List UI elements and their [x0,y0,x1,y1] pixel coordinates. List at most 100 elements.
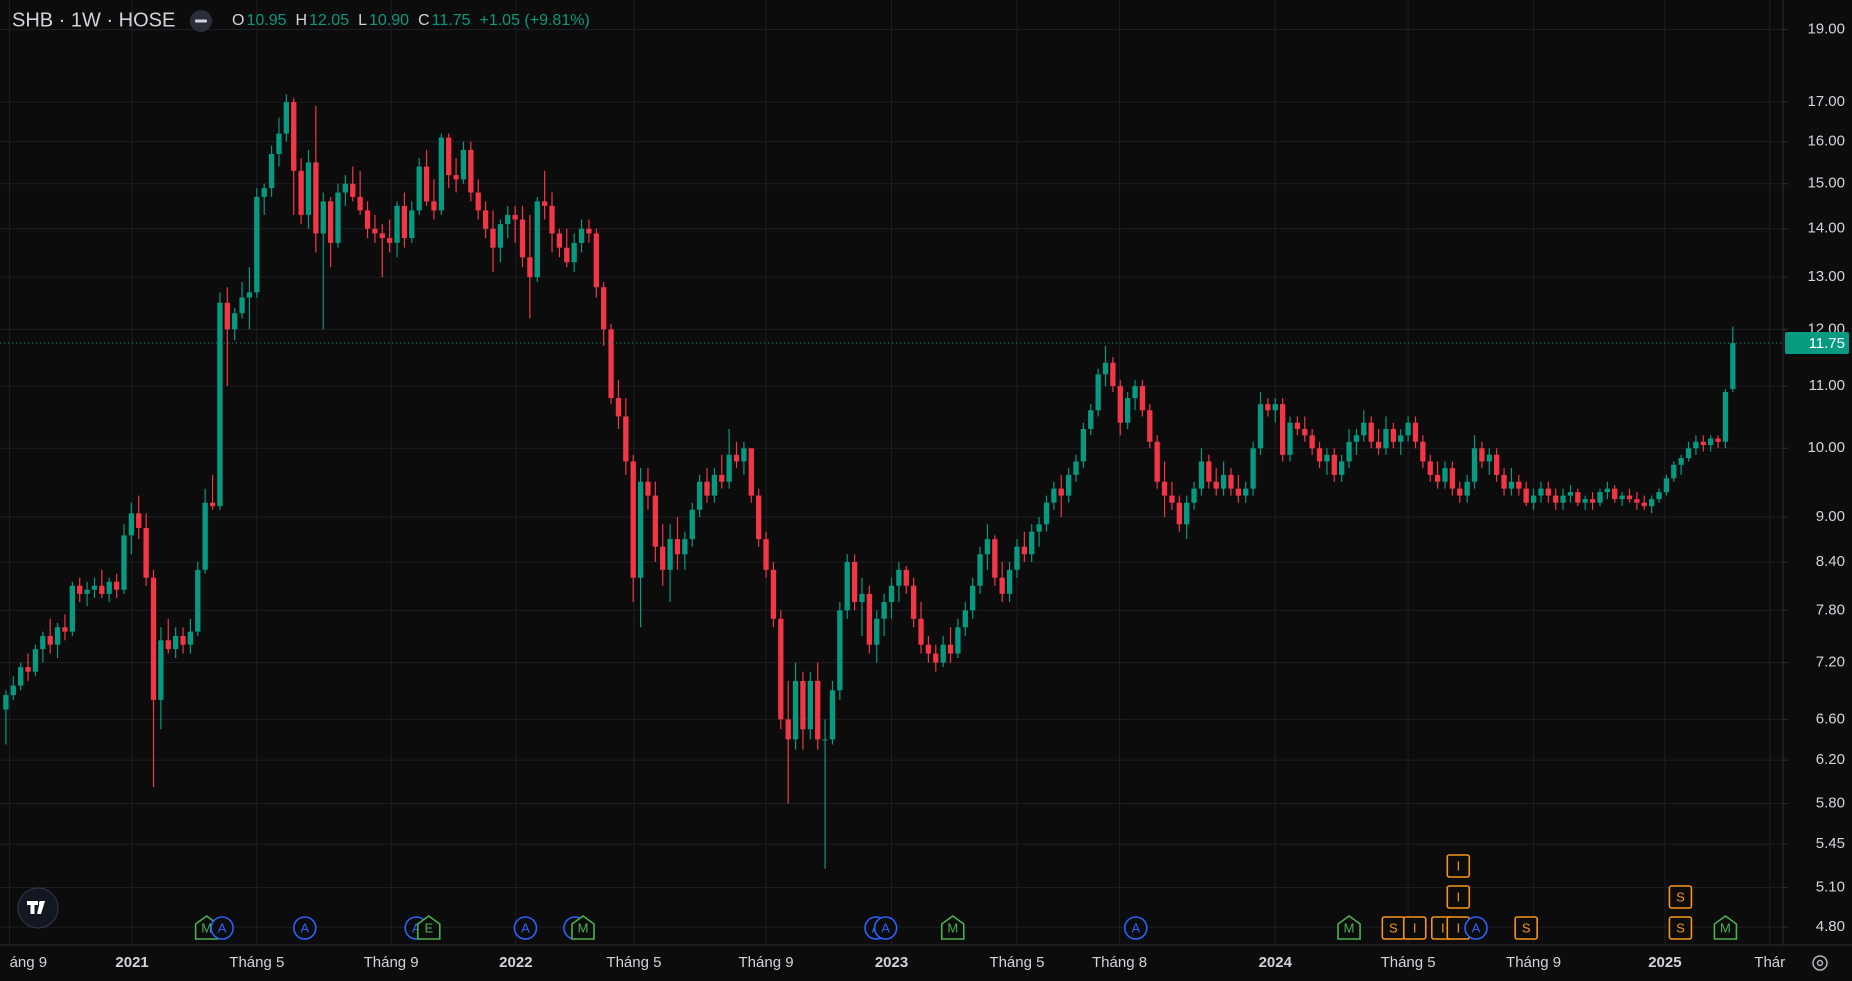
candle-body [1405,422,1411,436]
candle-body [1213,481,1219,489]
candle-body [837,610,843,691]
candle-body [47,635,53,645]
event-marker[interactable]: A [873,916,898,940]
candle-body [896,569,902,586]
last-price-label: 11.75 [1809,335,1845,352]
candle-body [1730,343,1736,390]
event-marker[interactable]: S [1668,916,1693,940]
candle-body [571,242,577,263]
candle-body [320,201,326,234]
x-tick-label: Thár [1754,954,1785,971]
event-marker[interactable]: S [1381,916,1406,940]
event-shape [1668,885,1693,909]
event-shape [1514,916,1538,940]
y-tick-label: 10.00 [1807,439,1845,456]
candle-body [1006,569,1013,594]
candle-body [416,166,422,211]
candle-body [54,627,61,645]
candle-body [91,585,98,590]
candle-body [1220,474,1227,489]
candle-body [1530,495,1537,503]
candle-body [756,495,762,540]
event-marker[interactable]: S [1668,885,1693,909]
ohlc-key: L [358,12,367,29]
candle-body [955,627,961,654]
candle-body [1383,428,1389,449]
candle-body [1560,495,1566,503]
candle-body [224,302,230,330]
event-shape [1713,915,1738,940]
candle-body [1043,502,1050,525]
event-label: M [1720,920,1731,935]
y-tick-label: 5.45 [1816,835,1845,852]
event-marker[interactable]: A [292,916,317,940]
candle-body [630,461,636,578]
candle-body [1095,374,1101,411]
event-marker[interactable]: A [1464,916,1488,940]
candle-body [844,562,850,611]
candle-body [696,481,703,510]
x-tick-label: 2022 [499,954,532,971]
settings-button[interactable] [1812,955,1828,971]
candle-body [608,329,614,399]
candle-body [1228,474,1234,489]
event-marker[interactable]: M [940,915,965,940]
event-marker[interactable]: A [210,916,234,940]
event-marker[interactable]: M [1337,915,1361,940]
candle-body [431,201,437,211]
candle-body [682,539,688,555]
candle-body [254,196,260,293]
candle-body [1125,398,1131,423]
event-marker[interactable]: M [571,915,595,940]
event-marker[interactable]: I [1402,916,1427,940]
event-marker[interactable]: E [416,915,441,940]
event-label: I [1456,920,1460,935]
candle-body [1265,404,1271,411]
y-tick-label: 9.00 [1816,508,1845,525]
event-marker[interactable]: A [513,916,538,940]
candle-body [1029,531,1035,555]
event-marker[interactable]: S [1514,916,1538,940]
candle-body [1648,499,1655,507]
candle-body [586,228,592,234]
event-marker[interactable]: A [1123,916,1148,940]
candle-body [10,685,16,696]
candle-body [733,454,740,462]
candle-body [770,569,777,619]
ohlc-value: 11.75 [432,12,471,29]
candle-body [460,149,467,180]
candle-body [1656,492,1662,500]
event-marker[interactable]: I [1446,854,1471,878]
candle-body [305,162,312,215]
axes: 19.0017.0016.0015.0014.0013.0012.0011.00… [10,21,1849,971]
candle-body [165,640,171,650]
candle-body [1479,448,1485,462]
event-shape [513,916,538,940]
y-tick-label: 13.00 [1807,268,1845,285]
candle-body [947,644,954,654]
y-tick-label: 8.40 [1816,553,1845,570]
x-tick-label: Tháng 9 [1506,954,1561,971]
logo-dot [39,901,43,905]
x-tick-label: Tháng 9 [364,954,419,971]
event-marker[interactable]: I [1446,885,1471,909]
x-tick-label: Tháng 5 [989,954,1044,971]
candle-body [1139,386,1146,411]
candle-body [423,166,430,202]
x-tick-label: 2024 [1259,954,1293,971]
y-tick-label: 7.20 [1816,654,1845,671]
event-label: S [1389,920,1398,935]
candle-body [519,219,526,258]
event-label: S [1676,889,1685,904]
candle-body [1198,461,1205,489]
tv-logo[interactable] [17,887,59,929]
candle-body [1346,441,1352,462]
event-marker[interactable]: M [1713,915,1738,940]
event-label: S [1676,920,1685,935]
candle-body [143,527,149,578]
candle-body [1612,488,1618,500]
ohlc-value: 10.90 [369,12,409,29]
y-tick-label: 11.00 [1809,377,1845,394]
candle-body [113,581,120,590]
ohlc-value: 10.95 [246,12,286,29]
